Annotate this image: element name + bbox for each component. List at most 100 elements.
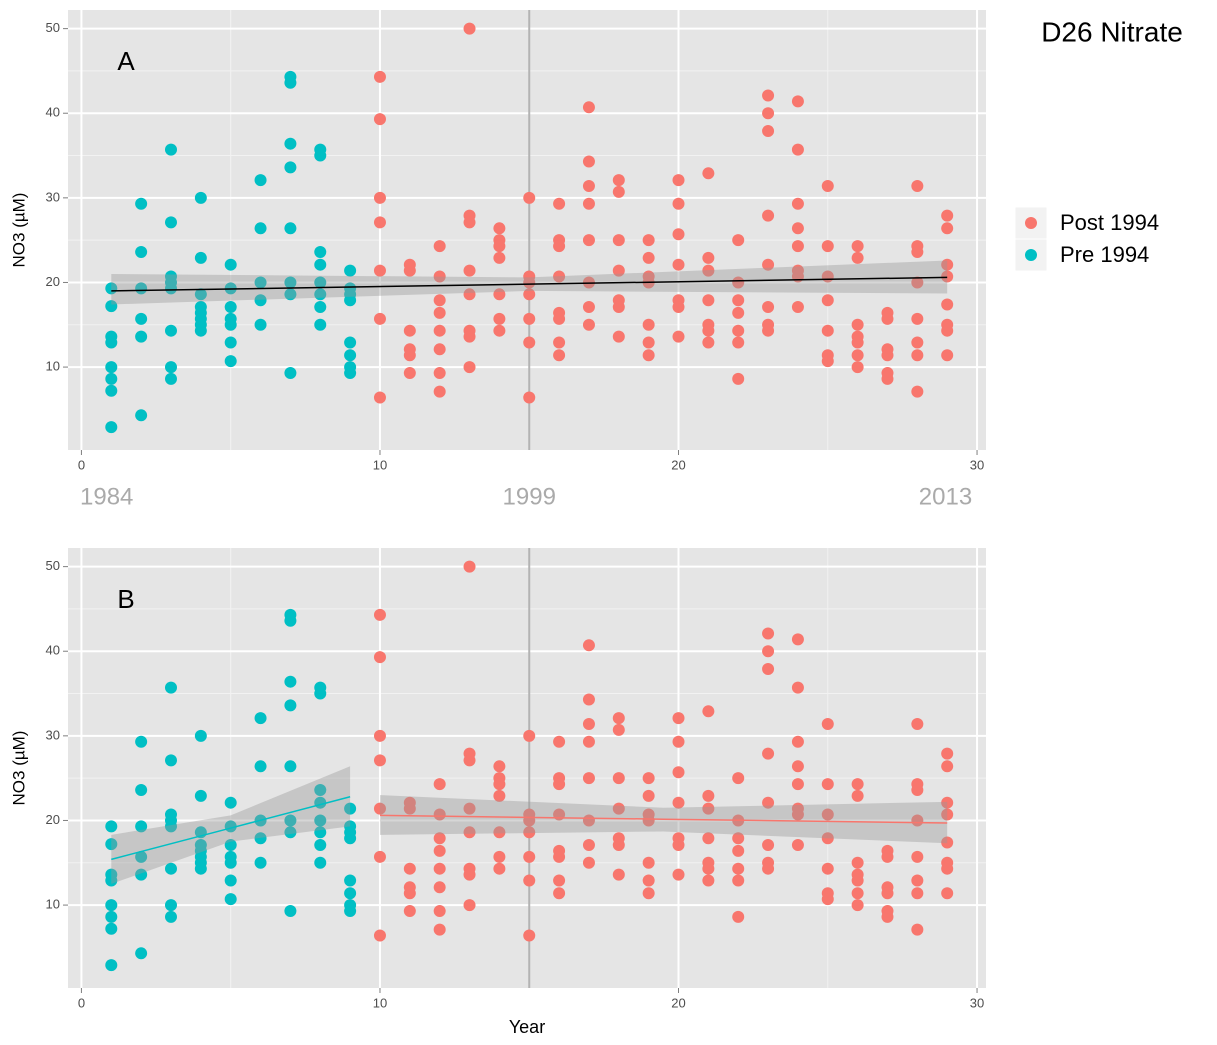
data-point	[164, 754, 177, 767]
data-point	[702, 862, 715, 875]
data-point	[911, 874, 924, 887]
data-point	[732, 336, 745, 349]
data-point	[553, 270, 566, 283]
data-point	[164, 862, 177, 875]
data-point	[403, 887, 416, 900]
data-point	[762, 125, 775, 137]
data-point	[433, 923, 446, 936]
data-point	[732, 372, 745, 385]
data-point	[284, 288, 297, 301]
data-point	[582, 234, 595, 247]
data-point	[433, 306, 446, 319]
data-point	[493, 760, 506, 773]
data-point	[941, 808, 954, 821]
data-point	[612, 174, 625, 187]
data-point	[284, 76, 297, 89]
data-point	[702, 802, 715, 815]
data-point	[702, 294, 715, 307]
data-point	[463, 330, 476, 343]
data-point	[224, 355, 237, 368]
data-point	[403, 349, 416, 362]
data-point	[582, 197, 595, 210]
data-point	[373, 802, 386, 815]
data-point	[672, 796, 685, 809]
data-point	[284, 614, 297, 627]
data-point	[314, 246, 327, 258]
data-point	[762, 747, 775, 760]
data-point	[433, 385, 446, 398]
data-point	[911, 336, 924, 349]
data-point	[553, 240, 566, 253]
data-point	[314, 687, 327, 700]
data-point	[433, 808, 446, 821]
data-point	[702, 251, 715, 264]
y-tick-label: 40	[46, 105, 60, 120]
data-point	[851, 349, 864, 362]
data-point	[851, 899, 864, 912]
data-point	[373, 651, 386, 664]
data-point	[941, 836, 954, 849]
data-point	[194, 191, 207, 204]
data-point	[254, 222, 267, 235]
data-point	[612, 723, 625, 736]
data-point	[762, 209, 775, 222]
data-point	[732, 772, 745, 785]
y-tick-label: 40	[46, 643, 60, 658]
data-point	[194, 288, 207, 301]
data-point	[672, 228, 685, 241]
y-axis-label: NO3 (µM)	[9, 731, 28, 806]
data-point	[553, 312, 566, 325]
data-point	[523, 288, 536, 301]
data-point	[642, 772, 655, 785]
data-point	[612, 712, 625, 725]
data-point	[851, 789, 864, 802]
data-point	[642, 318, 655, 331]
legend-label: Pre 1994	[1060, 242, 1149, 267]
data-point	[851, 336, 864, 349]
data-point	[911, 850, 924, 863]
data-point	[732, 276, 745, 289]
data-point	[463, 754, 476, 767]
data-point	[373, 191, 386, 204]
data-point	[433, 294, 446, 307]
data-point	[314, 149, 327, 162]
data-point	[463, 868, 476, 881]
data-point	[642, 251, 655, 264]
data-point	[194, 729, 207, 742]
data-point	[254, 294, 267, 307]
data-point	[344, 367, 357, 379]
data-point	[941, 796, 954, 809]
data-point	[373, 850, 386, 863]
data-point	[314, 839, 327, 851]
legend-marker	[1025, 249, 1037, 261]
data-point	[493, 312, 506, 325]
data-point	[911, 718, 924, 730]
data-point	[941, 349, 954, 362]
data-point	[523, 729, 536, 742]
data-point	[582, 301, 595, 313]
data-point	[284, 905, 297, 917]
data-point	[105, 838, 118, 851]
data-point	[433, 778, 446, 791]
data-point	[523, 312, 536, 325]
x-tick-label: 30	[970, 457, 984, 472]
data-point	[463, 802, 476, 815]
data-point	[612, 185, 625, 198]
data-point	[314, 784, 327, 796]
data-point	[702, 874, 715, 887]
data-point	[254, 276, 267, 289]
data-point	[254, 856, 267, 869]
data-point	[851, 778, 864, 791]
data-point	[433, 324, 446, 337]
data-point	[881, 910, 894, 923]
data-point	[791, 240, 804, 253]
data-point	[732, 910, 745, 923]
data-point	[224, 796, 237, 809]
data-point	[791, 778, 804, 791]
x-tick-label: 20	[671, 457, 685, 472]
confidence-band	[111, 260, 948, 305]
data-point	[941, 862, 954, 875]
data-point	[373, 113, 386, 126]
data-point	[851, 361, 864, 374]
data-point	[553, 349, 566, 362]
